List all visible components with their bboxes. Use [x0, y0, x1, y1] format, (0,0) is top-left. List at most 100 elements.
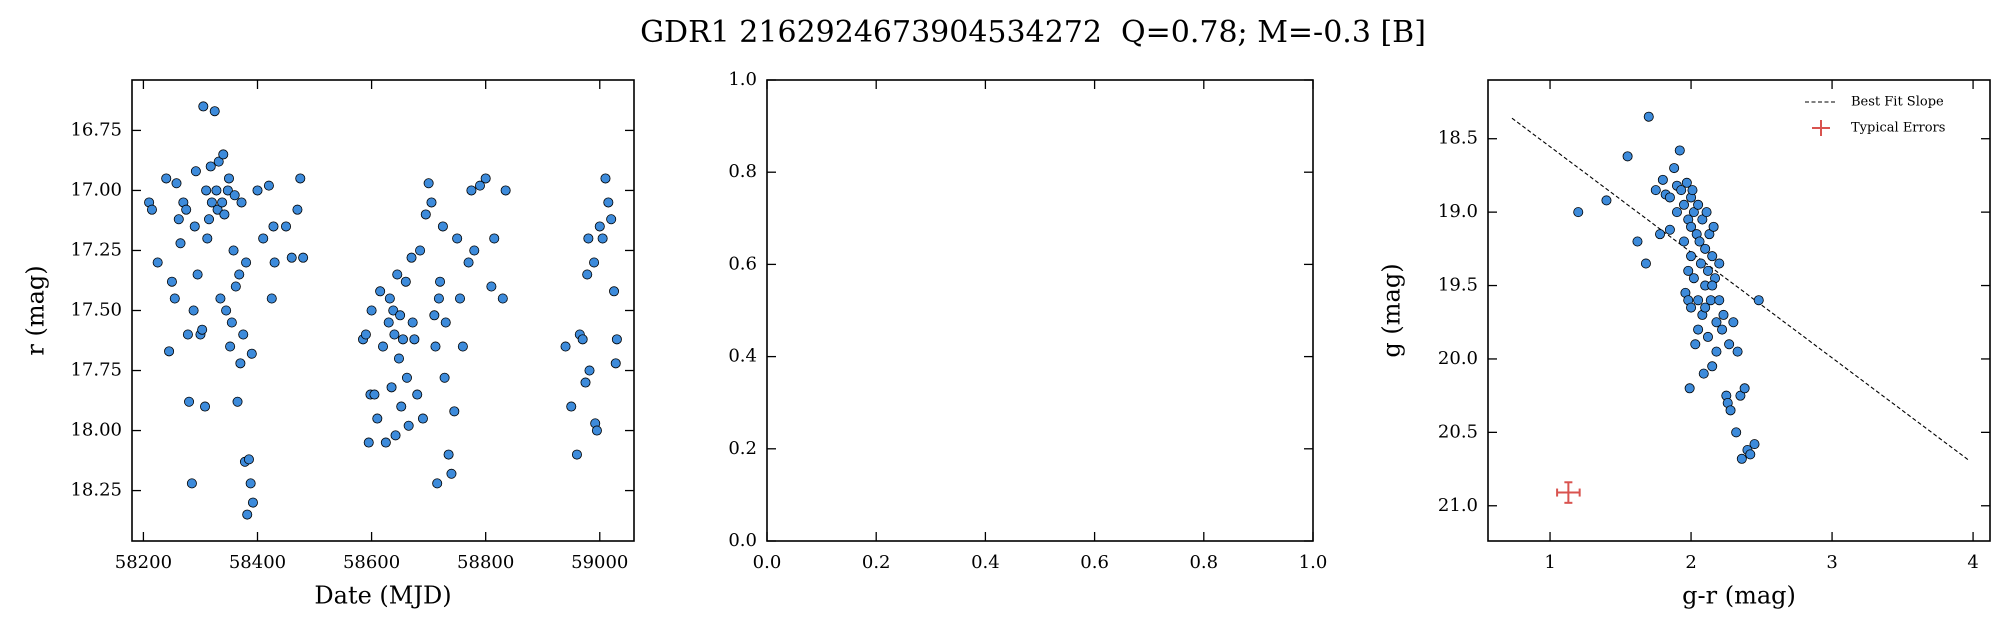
data-point [566, 401, 577, 412]
data-point [560, 341, 571, 352]
data-point [435, 276, 446, 287]
data-point [230, 281, 241, 292]
data-point [1694, 236, 1705, 247]
data-point [1686, 302, 1697, 313]
data-point [225, 341, 236, 352]
data-point [286, 252, 297, 263]
y-tick-label: 0.8 [728, 161, 757, 182]
data-point [161, 173, 172, 184]
data-point [229, 190, 240, 201]
data-point [189, 221, 200, 232]
data-point [166, 276, 177, 287]
data-point [380, 437, 391, 448]
data-point [182, 329, 193, 340]
x-tick-label: 0.4 [971, 552, 1000, 573]
x-tick-label: 4 [1967, 552, 1978, 573]
data-point [205, 161, 216, 172]
data-point [1664, 224, 1675, 235]
y-axis-label: r (mag) [22, 265, 50, 355]
data-point [1679, 199, 1690, 210]
y-tick-label: 17.50 [70, 300, 122, 321]
data-point [201, 185, 212, 196]
data-point [206, 197, 217, 208]
data-point [192, 269, 203, 280]
legend-label: Best Fit Slope [1851, 95, 1944, 110]
data-point [388, 305, 399, 316]
data-point [1671, 207, 1682, 218]
data-point [582, 269, 593, 280]
data-point [1690, 339, 1701, 350]
data-point [1687, 185, 1698, 196]
data-point [466, 185, 477, 196]
data-point [190, 166, 201, 177]
data-point [266, 293, 277, 304]
data-point [1676, 185, 1687, 196]
data-point [389, 329, 400, 340]
x-tick-label: 0.6 [1080, 552, 1109, 573]
data-point [390, 430, 401, 441]
data-point [449, 406, 460, 417]
data-point [1640, 258, 1651, 269]
data-point [401, 372, 412, 383]
data-point [1717, 324, 1728, 335]
x-tick-label: 0.0 [753, 552, 782, 573]
data-point [396, 401, 407, 412]
data-point [298, 252, 309, 263]
data-point [363, 437, 374, 448]
data-point [597, 233, 608, 244]
data-point [603, 197, 614, 208]
data-point [1686, 221, 1697, 232]
data-point [1701, 207, 1712, 218]
y-tick-label: 18.5 [1438, 128, 1478, 149]
data-point [281, 221, 292, 232]
data-point [200, 401, 211, 412]
data-point [218, 149, 229, 160]
data-point [1681, 177, 1692, 188]
data-point [171, 178, 182, 189]
x-tick-label: 2 [1685, 552, 1696, 573]
data-point [610, 358, 621, 369]
data-point [235, 358, 246, 369]
data-point [500, 185, 511, 196]
data-point [420, 209, 431, 220]
data-point [1695, 258, 1706, 269]
data-point [583, 233, 594, 244]
data-point [1643, 111, 1654, 122]
data-point [213, 156, 224, 167]
data-point [222, 185, 233, 196]
data-point [397, 334, 408, 345]
data-point [1700, 243, 1711, 254]
fit-line [1511, 117, 1970, 461]
subplot: 0.0 0.2 0.4 0.6 0.8 1.0 0.0 0.2 0.4 0.6 0.8 1.0 [728, 69, 1327, 573]
data-point [589, 257, 600, 268]
data-point [437, 221, 448, 232]
data-point [439, 372, 450, 383]
data-point [1714, 258, 1725, 269]
data-point [1702, 265, 1713, 276]
data-point [1679, 236, 1690, 247]
x-axis-label: Date (MJD) [314, 582, 451, 610]
data-point [1708, 221, 1719, 232]
data-point [186, 478, 197, 489]
data-point [1711, 346, 1722, 357]
data-point [146, 204, 157, 215]
data-point [217, 197, 228, 208]
x-tick-label: 58400 [229, 552, 286, 573]
y-tick-label: 17.75 [70, 360, 122, 381]
data-point [469, 245, 480, 256]
data-point [1714, 295, 1725, 306]
data-point [407, 317, 418, 328]
data-point [1735, 390, 1746, 401]
data-point [1622, 151, 1633, 162]
data-point [474, 180, 485, 191]
data-point [446, 468, 457, 479]
data-point [1688, 273, 1699, 284]
data-point [1686, 251, 1697, 262]
data-point [489, 233, 500, 244]
data-point [377, 341, 388, 352]
y-tick-label: 18.00 [70, 420, 122, 441]
x-tick-label: 0.2 [862, 552, 891, 573]
data-point [440, 317, 451, 328]
x-tick-label: 58800 [457, 552, 514, 573]
